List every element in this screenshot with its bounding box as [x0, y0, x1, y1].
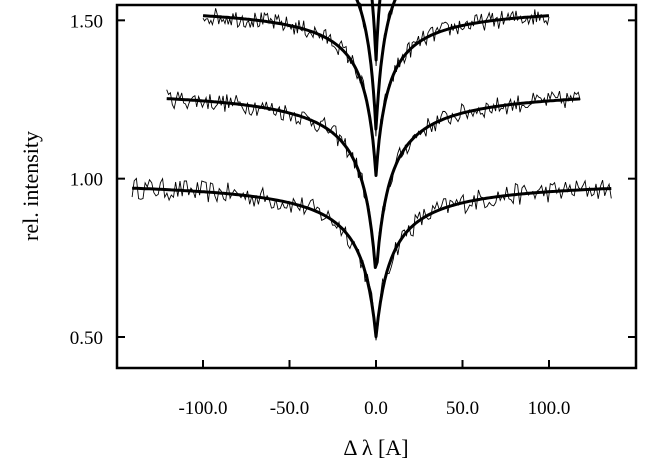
series-layer — [131, 0, 612, 341]
observed-profile-1 — [131, 177, 612, 341]
fitted-profile-3 — [202, 14, 550, 177]
y-axis-label: rel. intensity — [18, 131, 43, 241]
x-tick-label: -100.0 — [178, 398, 227, 419]
y-tick-label: 1.50 — [70, 11, 103, 32]
x-tick-label: 0.0 — [364, 398, 388, 419]
fitted-profile-1 — [132, 186, 612, 339]
y-tick-label: 0.50 — [70, 328, 103, 349]
fitted-profile-4 — [355, 0, 397, 131]
y-axis-ticks: 0.501.001.502.00 — [70, 11, 636, 349]
x-axis-label: Δ λ [A] — [343, 435, 408, 460]
y-tick-label: 1.00 — [70, 170, 103, 191]
x-tick-label: 100.0 — [528, 398, 571, 419]
x-tick-label: -50.0 — [270, 398, 310, 419]
x-tick-label: 50.0 — [446, 398, 479, 419]
x-axis-ticks: -100.0 -50.0 0.0 50.0 100.0 — [178, 360, 570, 419]
fitted-profile-2 — [166, 97, 581, 269]
